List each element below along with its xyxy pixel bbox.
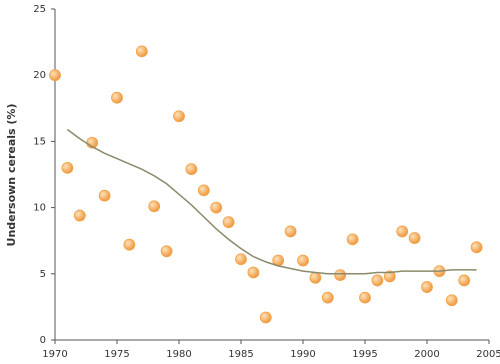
point [259, 311, 272, 324]
point [421, 281, 433, 293]
x-tick-label: 1980 [166, 349, 191, 360]
point [49, 69, 61, 82]
point [470, 241, 483, 254]
x-tick-label: 1970 [42, 349, 67, 360]
point [222, 216, 235, 229]
point [197, 184, 210, 197]
x-tick-label: 1990 [290, 349, 315, 360]
y-tick-label: 0 [40, 335, 46, 346]
point [309, 271, 322, 284]
x-tick-label: 1975 [104, 349, 129, 360]
point [135, 45, 148, 58]
y-tick-label: 5 [40, 269, 46, 280]
point [73, 209, 86, 222]
point [383, 270, 396, 283]
point [173, 110, 185, 123]
y-axis-label: Undersown cereals (%) [5, 104, 18, 247]
point [284, 225, 297, 238]
point [408, 232, 421, 244]
point [98, 189, 111, 202]
y-tick-label: 15 [33, 136, 46, 147]
point [247, 266, 260, 279]
x-tick-label: 1985 [228, 349, 253, 360]
point [235, 253, 247, 266]
point [396, 225, 409, 238]
point [297, 254, 309, 267]
point [61, 161, 74, 174]
point [148, 200, 161, 213]
point [321, 291, 334, 304]
x-tick-label: 2005 [476, 349, 500, 360]
point [458, 274, 471, 287]
y-tick-label: 10 [33, 203, 46, 214]
point [445, 294, 458, 307]
point [210, 201, 223, 214]
point [346, 233, 359, 246]
point [111, 91, 123, 104]
point [185, 163, 198, 176]
point [371, 274, 384, 287]
point [123, 238, 136, 251]
x-tick-label: 2000 [414, 349, 439, 360]
point [334, 269, 347, 282]
point [359, 291, 371, 304]
x-tick-label: 1995 [352, 349, 377, 360]
trend-line [66, 128, 477, 275]
y-tick-label: 25 [33, 4, 46, 15]
point [160, 245, 173, 258]
y-tick-label: 20 [33, 70, 46, 81]
